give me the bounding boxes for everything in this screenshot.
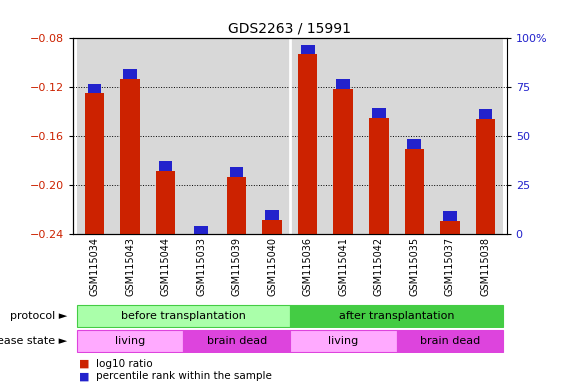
Bar bbox=[408, 139, 421, 149]
Bar bbox=[230, 167, 243, 177]
Bar bbox=[194, 226, 208, 235]
Text: brain dead: brain dead bbox=[420, 336, 480, 346]
Text: protocol ►: protocol ► bbox=[10, 311, 68, 321]
Bar bbox=[112, 38, 148, 234]
Bar bbox=[191, 234, 211, 235]
Bar bbox=[440, 221, 459, 234]
Text: percentile rank within the sample: percentile rank within the sample bbox=[96, 371, 271, 381]
Bar bbox=[325, 38, 361, 234]
Bar bbox=[159, 161, 172, 170]
Bar bbox=[184, 38, 219, 234]
Bar bbox=[372, 108, 386, 118]
Bar bbox=[396, 38, 432, 234]
Bar bbox=[77, 305, 290, 327]
Title: GDS2263 / 15991: GDS2263 / 15991 bbox=[229, 22, 351, 36]
Bar bbox=[298, 54, 318, 234]
Bar bbox=[85, 93, 104, 234]
Bar bbox=[361, 38, 396, 234]
Bar bbox=[333, 89, 353, 234]
Text: before transplantation: before transplantation bbox=[121, 311, 246, 321]
Bar bbox=[227, 177, 247, 234]
Bar bbox=[290, 329, 396, 352]
Bar bbox=[262, 220, 282, 234]
Bar bbox=[405, 149, 424, 234]
Text: living: living bbox=[328, 336, 359, 346]
Bar bbox=[219, 38, 254, 234]
Bar bbox=[148, 38, 184, 234]
Text: living: living bbox=[115, 336, 145, 346]
Bar bbox=[432, 38, 468, 234]
Text: brain dead: brain dead bbox=[207, 336, 267, 346]
Bar bbox=[290, 38, 325, 234]
Bar bbox=[184, 329, 290, 352]
Bar bbox=[77, 38, 112, 234]
Bar bbox=[396, 329, 503, 352]
Bar bbox=[88, 84, 101, 93]
Bar bbox=[479, 109, 492, 119]
Bar bbox=[77, 329, 184, 352]
Bar bbox=[265, 210, 279, 220]
Bar bbox=[156, 170, 175, 234]
Text: ■: ■ bbox=[79, 371, 90, 381]
Bar bbox=[369, 118, 388, 234]
Bar bbox=[443, 211, 457, 221]
Text: disease state ►: disease state ► bbox=[0, 336, 68, 346]
Bar bbox=[123, 69, 137, 79]
Bar bbox=[290, 305, 503, 327]
Text: log10 ratio: log10 ratio bbox=[96, 359, 153, 369]
Bar bbox=[468, 38, 503, 234]
Text: after transplantation: after transplantation bbox=[339, 311, 454, 321]
Text: ■: ■ bbox=[79, 359, 90, 369]
Bar bbox=[476, 119, 495, 234]
Bar bbox=[337, 79, 350, 89]
Bar bbox=[301, 45, 315, 54]
Bar bbox=[254, 38, 290, 234]
Bar bbox=[120, 79, 140, 234]
